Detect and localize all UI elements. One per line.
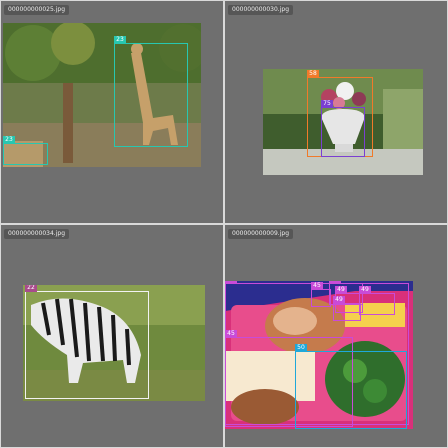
- filename-label: 000000000034.jpg: [4, 229, 69, 239]
- bbox-label: 22: [25, 285, 37, 292]
- bbox-label: 45: [311, 282, 323, 290]
- image-panel-giraffe[interactable]: 000000000025.jpg 23 23: [0, 0, 224, 224]
- bbox-orange-4[interactable]: 49: [333, 296, 361, 321]
- bbox-vase[interactable]: 75: [321, 100, 365, 157]
- bbox-label: 58: [307, 70, 319, 78]
- bbox-label: 50: [295, 344, 307, 352]
- giraffe-photo: 23 23: [3, 23, 201, 167]
- bbox-giraffe[interactable]: 23: [114, 36, 188, 147]
- bbox-label: 75: [321, 100, 333, 108]
- bbox-label: 23: [3, 136, 15, 144]
- image-panel-vase[interactable]: 000000000030.jpg 58 75: [224, 0, 448, 224]
- zebra-photo: 22: [23, 285, 205, 401]
- bbox-label: 49: [333, 296, 345, 304]
- bbox-bowl-3[interactable]: 45: [311, 282, 331, 307]
- bbox-label: 49: [329, 281, 341, 284]
- bbox-broccoli[interactable]: 50: [295, 344, 407, 429]
- bbox-label: 49: [335, 286, 347, 294]
- bbox-label: 23: [114, 36, 126, 44]
- bbox-label: 45: [225, 281, 237, 284]
- bbox-orange-3[interactable]: 49: [359, 286, 395, 315]
- bbox-bowl-2[interactable]: 45: [225, 330, 353, 427]
- bbox-label: 45: [225, 330, 237, 338]
- bbox-label: 49: [359, 286, 371, 294]
- lunchbox-photo: 45 45 49 49 49 49 45 50: [225, 281, 413, 429]
- image-panel-zebra[interactable]: 000000000034.jpg 22: [0, 224, 224, 448]
- bbox-giraffe-2[interactable]: 23: [3, 136, 48, 165]
- filename-label: 000000000030.jpg: [228, 5, 293, 15]
- filename-label: 000000000009.jpg: [228, 229, 293, 239]
- bbox-zebra[interactable]: 22: [25, 285, 149, 399]
- filename-label: 000000000025.jpg: [4, 5, 69, 15]
- vase-photo: 58 75: [263, 69, 423, 175]
- image-panel-lunchbox[interactable]: 000000000009.jpg 45 45: [224, 224, 448, 448]
